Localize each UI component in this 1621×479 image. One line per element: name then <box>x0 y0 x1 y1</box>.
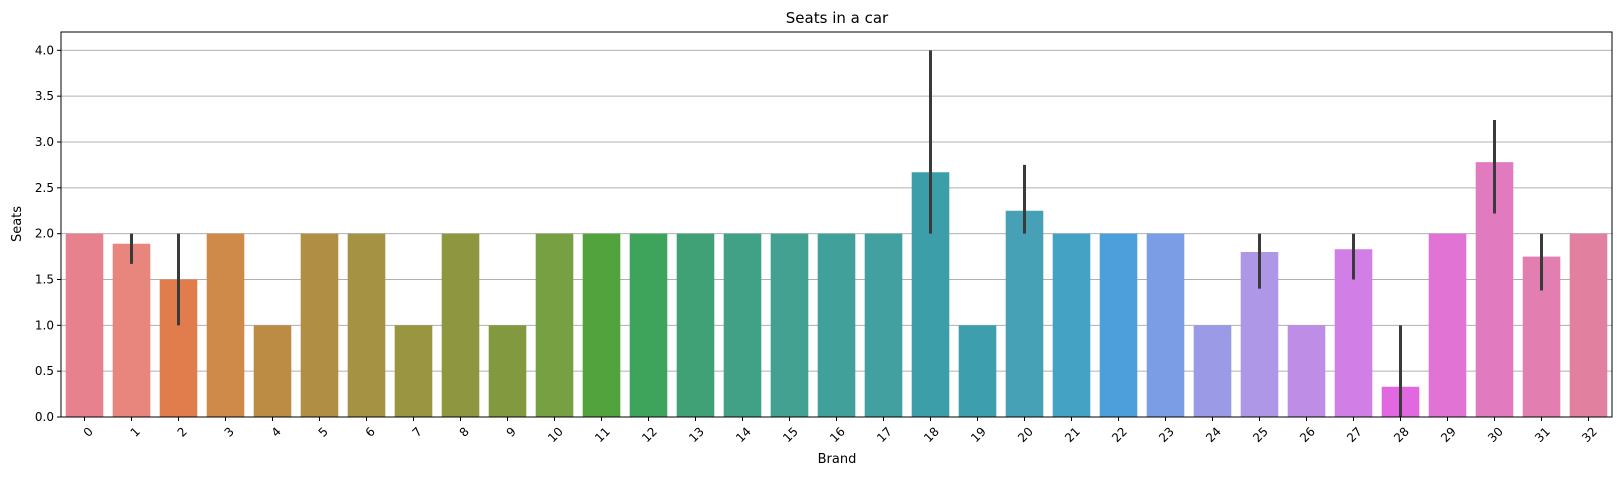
bar-8 <box>441 233 480 417</box>
bars <box>65 162 1608 417</box>
bar-5 <box>300 233 339 417</box>
bar-29 <box>1428 233 1467 417</box>
x-tick-label: 13 <box>686 424 707 445</box>
y-tick-label: 2.5 <box>35 181 54 195</box>
x-axis-ticks: 0 1 2 3 4 5 6 7 8 9 10 11 12 13 14 15 16 17 18 19 20 21 22 23 24… <box>81 417 1600 445</box>
x-tick-label: 24 <box>1203 424 1224 445</box>
plot-frame <box>60 31 1613 418</box>
x-tick-label: 17 <box>874 424 895 445</box>
x-tick-label: 6 <box>363 424 378 439</box>
x-tick-label: 7 <box>410 424 425 439</box>
bar-4 <box>253 325 292 417</box>
y-tick-label: 1.0 <box>35 318 54 332</box>
bar-12 <box>629 233 668 417</box>
x-tick-label: 14 <box>733 424 754 445</box>
x-tick-label: 26 <box>1297 424 1318 445</box>
bar-11 <box>582 233 621 417</box>
x-tick-label: 29 <box>1438 424 1459 445</box>
bar-14 <box>723 233 762 417</box>
x-tick-label: 28 <box>1391 424 1412 445</box>
x-axis-label: Brand <box>818 452 857 467</box>
x-tick-label: 2 <box>175 424 190 439</box>
bar-26 <box>1287 325 1326 417</box>
x-tick-label: 25 <box>1250 424 1271 445</box>
y-tick-label: 1.5 <box>35 273 54 287</box>
x-tick-label: 0 <box>81 424 96 439</box>
x-tick-label: 10 <box>545 424 566 445</box>
bar-20 <box>1005 210 1044 417</box>
bar-9 <box>488 325 527 417</box>
x-tick-label: 30 <box>1485 424 1506 445</box>
y-tick-label: 2.0 <box>35 227 54 241</box>
x-tick-label: 21 <box>1062 424 1083 445</box>
x-tick-label: 32 <box>1579 424 1600 445</box>
y-tick-label: 3.0 <box>35 135 54 149</box>
y-axis-label: Seats <box>10 206 25 242</box>
chart-title: Seats in a car <box>786 9 889 27</box>
bar-1 <box>112 243 151 417</box>
x-tick-label: 12 <box>639 424 660 445</box>
bar-21 <box>1052 233 1091 417</box>
x-tick-label: 15 <box>780 424 801 445</box>
bar-17 <box>864 233 903 417</box>
x-tick-label: 11 <box>592 424 613 445</box>
y-tick-label: 3.5 <box>35 89 54 103</box>
bar-13 <box>676 233 715 417</box>
y-tick-label: 4.0 <box>35 43 54 57</box>
x-tick-label: 5 <box>316 424 331 439</box>
x-tick-label: 16 <box>827 424 848 445</box>
x-tick-label: 27 <box>1344 424 1365 445</box>
x-tick-label: 18 <box>921 424 942 445</box>
bar-15 <box>770 233 809 417</box>
x-tick-label: 3 <box>222 424 237 439</box>
bar-16 <box>817 233 856 417</box>
x-tick-label: 20 <box>1015 424 1036 445</box>
bar-23 <box>1146 233 1185 417</box>
y-axis-ticks: 0.0 0.5 1.0 1.5 2.0 2.5 3.0 3.5 4.0 <box>35 43 61 424</box>
x-tick-label: 31 <box>1532 424 1553 445</box>
x-tick-label: 23 <box>1156 424 1177 445</box>
bar-3 <box>206 233 245 417</box>
bar-32 <box>1569 233 1608 417</box>
x-tick-label: 9 <box>504 424 519 439</box>
bar-10 <box>535 233 574 417</box>
y-tick-label: 0.5 <box>35 364 54 378</box>
bar-22 <box>1099 233 1138 417</box>
bar-7 <box>394 325 433 417</box>
y-tick-label: 0.0 <box>35 410 54 424</box>
bar-19 <box>958 325 997 417</box>
error-bars <box>130 50 1543 417</box>
bar-24 <box>1193 325 1232 417</box>
x-tick-label: 1 <box>128 424 143 439</box>
x-tick-label: 8 <box>457 424 472 439</box>
x-tick-label: 22 <box>1109 424 1130 445</box>
x-tick-label: 19 <box>968 424 989 445</box>
x-tick-label: 4 <box>269 424 284 439</box>
bar-6 <box>347 233 386 417</box>
bar-0 <box>65 233 104 417</box>
